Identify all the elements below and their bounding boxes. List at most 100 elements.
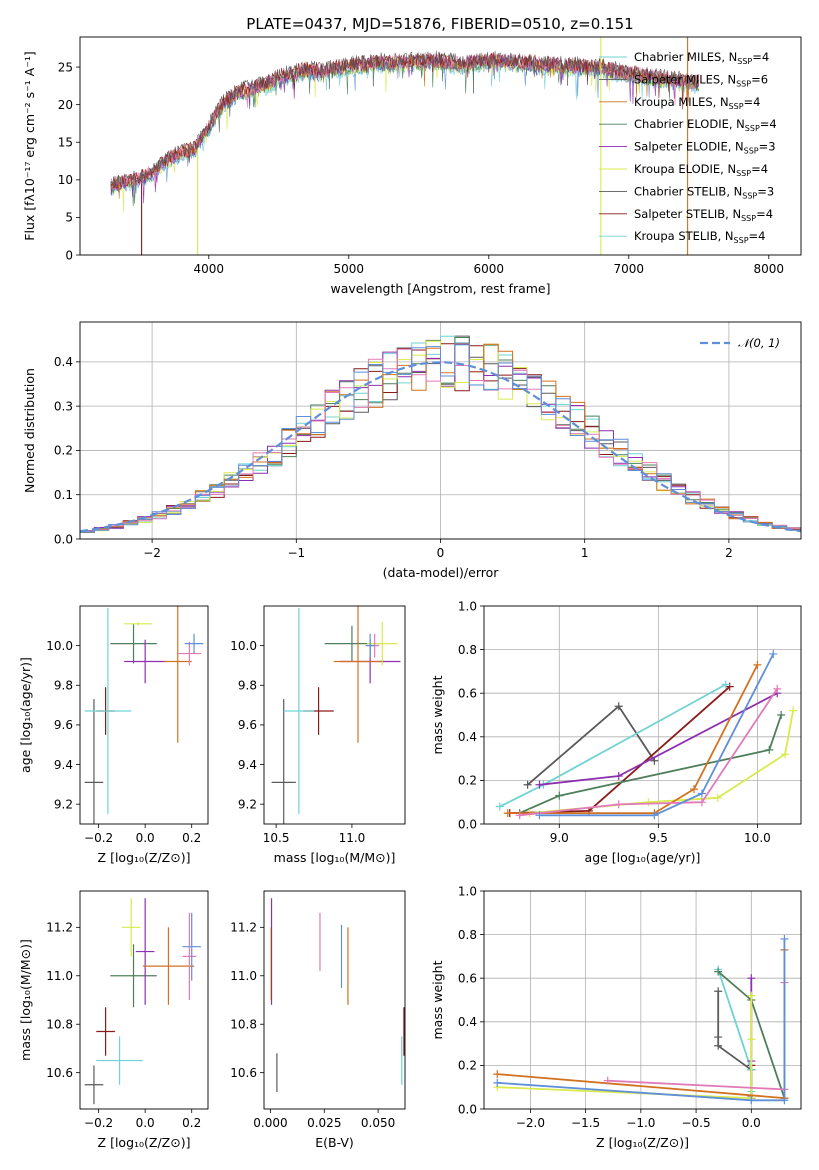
x-axis-label: Z [log₁₀(Z/Z⊙)] [98, 850, 191, 865]
y-tick-label: 11.0 [230, 969, 257, 983]
x-axis-label: wavelength [Angstrom, rest frame] [330, 281, 550, 296]
y-tick-label: 0.0 [54, 532, 73, 546]
mass-vs-metallicity-plot-area [84, 898, 202, 1105]
spectrum-series [110, 55, 700, 207]
x-tick-label: 7000 [614, 262, 645, 276]
data-point-marker [503, 809, 512, 818]
y-tick-label: 0 [65, 248, 73, 262]
y-tick-label: 0.6 [458, 972, 477, 986]
x-tick-label: −2.0 [516, 1116, 545, 1130]
errorbar-point [96, 1007, 115, 1056]
x-tick-label: 0 [437, 546, 445, 560]
data-point-marker [781, 750, 790, 759]
data-point-marker [780, 934, 789, 943]
errorbar-point [124, 621, 153, 626]
legend-entry: Chabrier STELIB, NSSP=3 [634, 184, 774, 200]
y-tick-label: 9.8 [238, 679, 257, 693]
data-point-marker [493, 1070, 502, 1079]
data-point-marker [614, 800, 623, 809]
errorbar-point [96, 1036, 143, 1085]
figure-title: PLATE=0437, MJD=51876, FIBERID=0510, z=0… [246, 15, 633, 33]
legend-entry: Salpeter STELIB, NSSP=4 [634, 207, 773, 223]
histogram-series [80, 342, 801, 533]
y-tick-label: 0.4 [54, 355, 73, 369]
legend-entry: Kroupa MILES, NSSP=4 [634, 95, 760, 111]
legend-entry: 𝒩(0, 1) [738, 336, 780, 350]
y-tick-label: 1.0 [458, 599, 477, 613]
y-tick-label: 0.4 [458, 730, 477, 744]
x-tick-label: 8000 [754, 262, 785, 276]
errorbar-point [84, 1065, 104, 1105]
y-tick-label: 15 [58, 136, 73, 150]
y-axis-label: mass weight [430, 675, 445, 754]
legend-entry: Salpeter ELODIE, NSSP=3 [634, 140, 776, 156]
y-tick-label: 20 [58, 98, 73, 112]
y-tick-label: 1.0 [458, 884, 477, 898]
errorbar-point [84, 607, 132, 815]
mass-weight-series [717, 969, 753, 1092]
data-point-marker [769, 649, 778, 658]
axes-frame [263, 890, 406, 1110]
mass-weight-series [519, 688, 778, 817]
errorbar-point [110, 944, 157, 1008]
y-tick-label: 0.2 [458, 774, 477, 788]
data-point-marker [523, 780, 532, 789]
errorbar-point [333, 606, 383, 743]
x-axis-label: Z [log₁₀(Z/Z⊙)] [596, 1135, 689, 1150]
residual-histogram-panel: −2 −1 0 1 2 0.0 0.1 0.2 0.3 0.4 (data-model)/error… [22, 321, 802, 580]
y-tick-label: 10.6 [46, 1066, 73, 1080]
mass-weight-series [507, 664, 759, 814]
axes-frame [79, 36, 802, 256]
x-tick-label: −1 [287, 546, 305, 560]
errorbar-point [124, 639, 167, 684]
data-point-marker [721, 680, 730, 689]
y-tick-label: 9.6 [238, 718, 257, 732]
spectrum-plot-area [110, 37, 700, 255]
y-tick-label: 9.4 [54, 758, 73, 772]
y-tick-label: 11.2 [230, 921, 257, 935]
mass-vs-metallicity-panel: −0.2 0.0 0.2 10.6 10.8 11.0 11.2 Z [log₁₀(Z/Z⊙)… [18, 890, 209, 1150]
x-tick-label: 9.0 [550, 831, 569, 845]
mass-weight-vs-age-plot-area [495, 649, 798, 820]
x-tick-label: 0.000 [253, 1116, 287, 1130]
data-point-marker [765, 745, 774, 754]
y-tick-label: 0.1 [54, 488, 73, 502]
data-point-marker [535, 780, 544, 789]
age-vs-metallicity-plot-area [84, 606, 204, 824]
axes-frame [263, 605, 406, 825]
x-tick-label: −0.5 [681, 1116, 710, 1130]
y-tick-label: 9.8 [54, 679, 73, 693]
residual-histogram-plot-area [80, 335, 801, 533]
data-point-marker [515, 811, 524, 820]
data-point-marker [773, 684, 782, 693]
errorbar-point [184, 633, 204, 654]
axes-frame [483, 605, 802, 825]
mass-weight-series [497, 939, 786, 1102]
spectrum-panel: 4000 5000 6000 7000 8000 0 5 10 15 20 25 wavelength… [22, 36, 802, 296]
data-point-marker [493, 1078, 502, 1087]
data-point-marker [714, 987, 723, 996]
x-tick-label: −1.0 [626, 1116, 655, 1130]
x-tick-label: 1 [581, 546, 589, 560]
y-tick-label: 9.2 [54, 797, 73, 811]
legend-entry: Chabrier MILES, NSSP=4 [634, 50, 769, 66]
normal-reference-curve [80, 361, 801, 533]
data-point-marker [714, 967, 723, 976]
y-tick-label: 11.2 [46, 921, 73, 935]
y-tick-label: 9.4 [238, 758, 257, 772]
y-tick-label: 0.6 [458, 687, 477, 701]
legend-entry: Salpeter MILES, NSSP=6 [634, 72, 768, 88]
errorbar-point [110, 623, 157, 664]
y-tick-label: 0.2 [54, 444, 73, 458]
y-axis-label: age [log₁₀(age/yr)] [18, 657, 33, 773]
x-tick-label: 11.0 [339, 831, 366, 845]
x-tick-label: 0.2 [182, 831, 201, 845]
x-tick-label: 0.2 [182, 1116, 201, 1130]
mass-weight-series [519, 714, 783, 814]
spectrum-series [110, 57, 700, 196]
x-tick-label: 5000 [334, 262, 365, 276]
errorbar-point [283, 607, 315, 815]
errorbar-point [367, 621, 398, 666]
legend-entry: Kroupa STELIB, NSSP=4 [634, 229, 765, 245]
